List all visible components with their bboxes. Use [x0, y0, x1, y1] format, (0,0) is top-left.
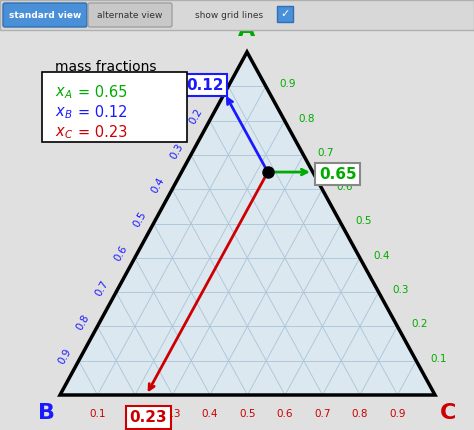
Text: 0.8: 0.8	[299, 114, 315, 123]
Text: 0.2: 0.2	[127, 409, 143, 419]
Text: $x_C$: $x_C$	[55, 125, 73, 141]
Text: $x_A$: $x_A$	[55, 85, 73, 101]
Text: 0.65: 0.65	[319, 166, 356, 181]
Text: 0.2: 0.2	[187, 107, 204, 126]
Text: show grid lines: show grid lines	[195, 10, 263, 19]
Text: 0.9: 0.9	[389, 409, 406, 419]
Text: 0.3: 0.3	[168, 141, 185, 160]
Text: alternate view: alternate view	[97, 10, 163, 19]
Text: 0.9: 0.9	[56, 347, 73, 366]
FancyBboxPatch shape	[88, 3, 172, 27]
Text: 0.3: 0.3	[392, 285, 409, 295]
Text: ✓: ✓	[280, 9, 290, 19]
Text: 0.4: 0.4	[150, 175, 167, 195]
Text: 0.5: 0.5	[239, 409, 256, 419]
FancyBboxPatch shape	[0, 0, 474, 30]
Text: = 0.65: = 0.65	[78, 85, 128, 100]
Text: 0.4: 0.4	[374, 251, 390, 261]
Text: 0.9: 0.9	[280, 79, 296, 89]
Text: 0.8: 0.8	[352, 409, 368, 419]
Text: 0.8: 0.8	[75, 313, 92, 332]
FancyBboxPatch shape	[3, 3, 87, 27]
FancyBboxPatch shape	[277, 6, 293, 22]
Text: standard view: standard view	[9, 10, 81, 19]
Text: A: A	[238, 20, 255, 40]
Text: 0.3: 0.3	[164, 409, 181, 419]
Text: 0.6: 0.6	[112, 244, 129, 264]
Text: C: C	[440, 403, 456, 423]
Text: 0.2: 0.2	[411, 319, 428, 329]
Text: 0.5: 0.5	[355, 216, 372, 227]
Text: 0.1: 0.1	[206, 73, 223, 92]
Text: = 0.23: = 0.23	[78, 125, 128, 140]
Text: 0.12: 0.12	[186, 78, 223, 92]
Text: 0.23: 0.23	[129, 410, 167, 425]
Text: 0.1: 0.1	[430, 354, 447, 364]
Text: mass fractions: mass fractions	[55, 60, 156, 74]
Text: 0.4: 0.4	[202, 409, 218, 419]
Text: 0.7: 0.7	[314, 409, 331, 419]
Text: $x_B$: $x_B$	[55, 105, 73, 121]
Text: 0.6: 0.6	[336, 182, 353, 192]
Polygon shape	[60, 52, 435, 395]
Text: 0.1: 0.1	[89, 409, 106, 419]
Text: 0.7: 0.7	[318, 148, 334, 158]
Text: B: B	[38, 403, 55, 423]
Text: 0.5: 0.5	[131, 210, 148, 229]
Text: = 0.12: = 0.12	[78, 105, 128, 120]
Text: 0.7: 0.7	[94, 279, 110, 298]
Text: 0.6: 0.6	[277, 409, 293, 419]
FancyBboxPatch shape	[42, 72, 187, 142]
